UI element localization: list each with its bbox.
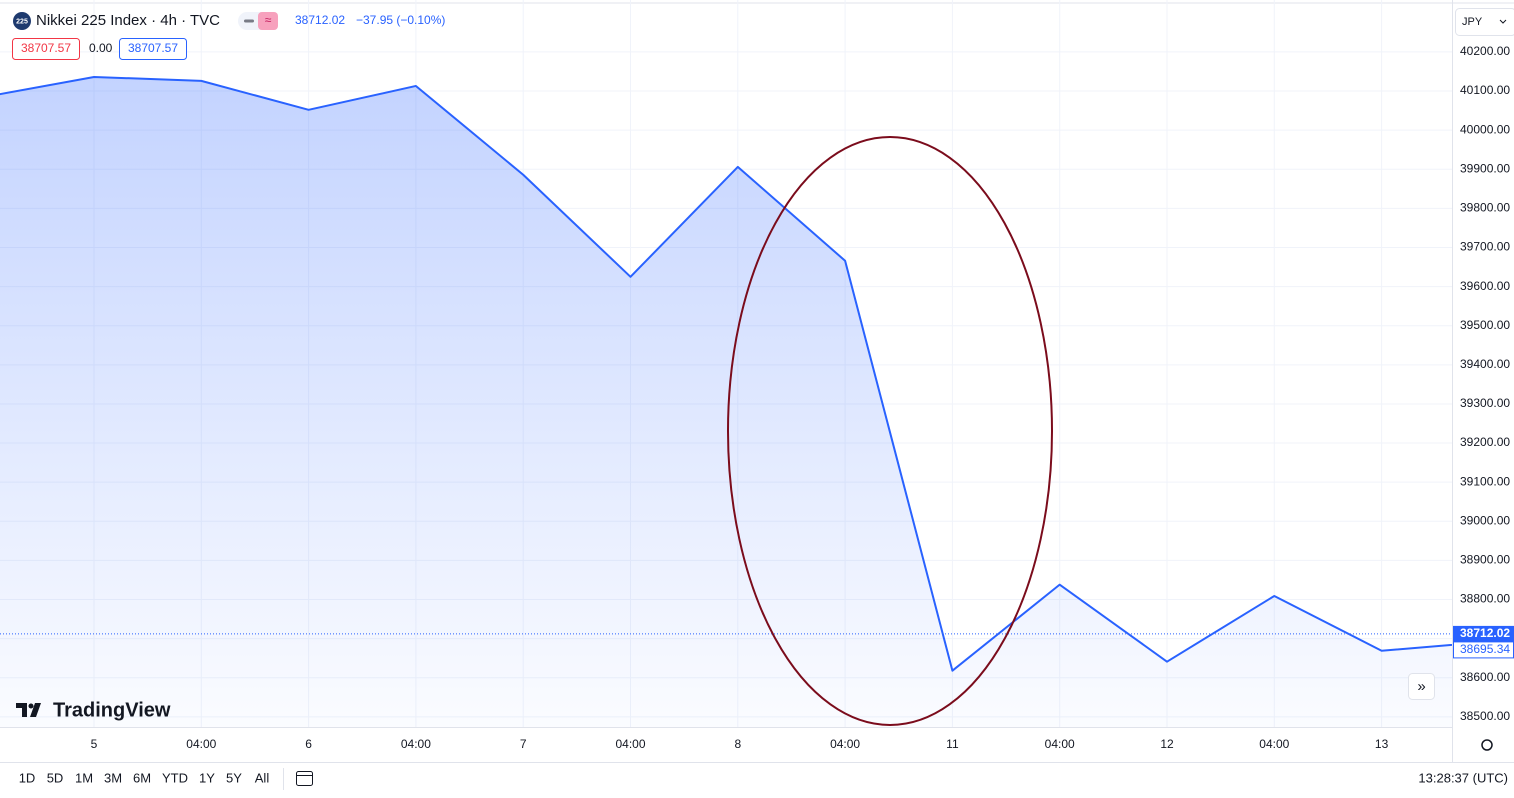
x-tick-label: 04:00 <box>615 737 645 751</box>
symbol-title[interactable]: Nikkei 225 Index · 4h · TVC <box>36 12 220 29</box>
plot <box>0 75 1452 727</box>
x-tick-label: 7 <box>520 737 527 751</box>
y-tick-label: 38900.00 <box>1460 553 1510 567</box>
symbol-icon-text: 225 <box>16 18 28 25</box>
y-tick-label: 39800.00 <box>1460 201 1510 215</box>
x-tick-label: 04:00 <box>1259 737 1289 751</box>
currency-button[interactable] <box>1455 8 1514 36</box>
y-tick-label: 39100.00 <box>1460 474 1510 488</box>
y-tick-label: 38600.00 <box>1460 670 1510 684</box>
axes: 38500.0038600.0038700.0038800.0038900.00… <box>91 44 1514 751</box>
range-button[interactable]: YTD <box>162 770 188 785</box>
x-tick-label: 04:00 <box>186 737 216 751</box>
chevron <box>1499 19 1507 24</box>
annotation-ellipse <box>727 136 1053 726</box>
x-tick-label: 04:00 <box>1045 737 1075 751</box>
toggle-active[interactable] <box>258 12 278 30</box>
x-tick-label: 6 <box>305 737 312 751</box>
currency: JPY <box>1462 16 1483 28</box>
x-tick-label: 11 <box>946 737 959 751</box>
range-button[interactable]: 1Y <box>199 770 215 785</box>
toggle-icon <box>244 19 254 23</box>
last-price-box <box>1453 625 1514 642</box>
ohlc-value: 0.00 <box>89 41 113 55</box>
y-tick-label: 39000.00 <box>1460 513 1510 527</box>
area-fill <box>0 76 1452 727</box>
y-tick-label: 39600.00 <box>1460 279 1510 293</box>
header-change: −37.95 (−0.10%) <box>356 13 445 27</box>
second-price-label: 38695.34 <box>1460 642 1510 656</box>
logo: TradingView <box>53 699 171 721</box>
y-tick-label: 39500.00 <box>1460 318 1510 332</box>
x-tick-label: 5 <box>91 737 98 751</box>
ohlc-value: 38707.57 <box>128 41 178 55</box>
ohlc-box <box>119 38 187 60</box>
symbol-icon <box>13 12 31 30</box>
x-tick-label: 13 <box>1375 737 1389 751</box>
y-tick-label: 39300.00 <box>1460 396 1510 410</box>
x-tick-label: 04:00 <box>830 737 860 751</box>
y-tick-label: 40000.00 <box>1460 122 1510 136</box>
clock: 13:28:37 (UTC) <box>1418 770 1508 785</box>
range-button[interactable]: 3M <box>104 770 122 785</box>
calendar-icon[interactable] <box>296 771 313 786</box>
y-tick-label: 38800.00 <box>1460 592 1510 606</box>
range-toolbar: 1D 5D 1M 3M 6M YTD 1Y 5Y All <box>19 770 270 785</box>
settings-icon[interactable] <box>1481 739 1493 751</box>
y-tick-label: 40100.00 <box>1460 83 1510 97</box>
scroll-icon: » <box>1417 678 1425 695</box>
toggle-icon: ≈ <box>265 13 272 27</box>
scroll-button[interactable] <box>1408 673 1435 700</box>
last-price-label: 38712.02 <box>1460 626 1510 640</box>
y-tick-label: 39200.00 <box>1460 435 1510 449</box>
x-tick-label: 12 <box>1160 737 1174 751</box>
area-line <box>0 75 1452 672</box>
range-button[interactable]: 5Y <box>226 770 242 785</box>
logo-icon <box>28 703 34 709</box>
range-button[interactable]: 5D <box>47 770 64 785</box>
y-tick-label: 38500.00 <box>1460 709 1510 723</box>
y-tick-label: 39900.00 <box>1460 161 1510 175</box>
range-button[interactable]: All <box>255 770 270 785</box>
header-price: 38712.02 <box>295 13 345 27</box>
range-button[interactable]: 1M <box>75 770 93 785</box>
y-tick-label: 40200.00 <box>1460 44 1510 58</box>
logo-icon <box>16 703 41 717</box>
x-tick-label: 8 <box>734 737 741 751</box>
range-button[interactable]: 6M <box>133 770 151 785</box>
x-tick-label: 04:00 <box>401 737 431 751</box>
ohlc-value: 38707.57 <box>21 41 71 55</box>
y-tick-label: 39400.00 <box>1460 357 1510 371</box>
range-button[interactable]: 1D <box>19 770 36 785</box>
y-tick-label: 39700.00 <box>1460 240 1510 254</box>
ohlc-box <box>12 38 80 60</box>
